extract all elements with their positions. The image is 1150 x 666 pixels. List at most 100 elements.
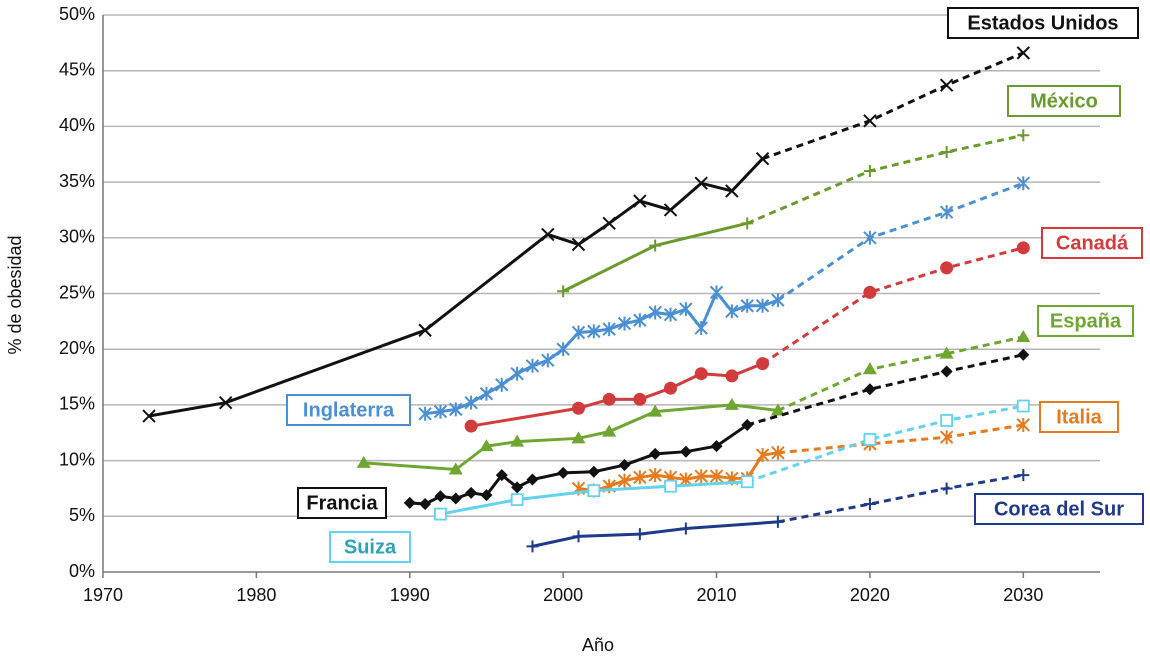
marker <box>556 342 570 357</box>
marker <box>479 386 494 401</box>
marker <box>510 434 525 447</box>
marker <box>940 365 953 378</box>
series-label: México <box>1030 90 1098 112</box>
y-tick-label: 25% <box>59 282 95 302</box>
marker <box>939 430 954 445</box>
marker <box>1017 129 1030 142</box>
marker <box>1016 46 1031 60</box>
marker <box>724 397 739 410</box>
line-projected <box>761 246 1024 365</box>
series-label-box <box>329 531 411 563</box>
marker <box>694 321 708 336</box>
marker <box>571 401 585 415</box>
marker <box>648 305 662 320</box>
y-tick-label: 20% <box>59 338 95 358</box>
marker <box>617 316 632 331</box>
marker <box>770 403 785 416</box>
marker <box>464 395 478 410</box>
marker <box>572 530 585 543</box>
marker <box>939 78 954 92</box>
marker <box>571 325 586 340</box>
marker <box>495 469 508 482</box>
marker <box>465 486 478 499</box>
series-label-box <box>974 493 1144 525</box>
marker <box>587 324 601 339</box>
marker <box>939 346 954 359</box>
marker <box>741 418 754 431</box>
marker <box>649 239 662 252</box>
marker <box>940 146 953 159</box>
marker <box>142 409 156 423</box>
marker <box>526 473 539 486</box>
marker <box>710 440 723 453</box>
line-projected <box>777 181 1024 302</box>
marker <box>664 381 678 395</box>
y-axis-title: % de obesidad <box>5 235 25 354</box>
marker <box>740 475 754 489</box>
marker <box>740 298 754 313</box>
marker <box>557 285 570 298</box>
marker <box>526 540 539 553</box>
marker <box>602 216 616 231</box>
marker <box>756 357 770 371</box>
marker <box>356 455 371 468</box>
marker <box>434 507 447 521</box>
marker <box>664 479 677 493</box>
marker <box>510 366 524 381</box>
series-label-box <box>1007 85 1121 117</box>
marker <box>863 498 876 511</box>
marker <box>418 406 432 421</box>
marker <box>663 307 678 322</box>
marker <box>863 230 877 245</box>
marker <box>1017 469 1030 482</box>
marker <box>741 217 754 230</box>
marker <box>587 465 600 478</box>
marker <box>633 470 647 485</box>
y-tick-label: 40% <box>59 115 95 135</box>
marker <box>863 114 877 128</box>
marker <box>541 227 555 242</box>
marker <box>725 369 739 383</box>
marker <box>525 358 540 373</box>
y-tick-label: 0% <box>69 561 95 581</box>
marker <box>863 383 876 396</box>
line-projected <box>777 473 1024 524</box>
marker <box>940 261 954 275</box>
x-tick-label: 2030 <box>1003 585 1043 605</box>
marker <box>587 484 601 498</box>
marker <box>940 414 954 427</box>
y-tick-label: 5% <box>69 505 95 525</box>
marker <box>617 473 632 488</box>
marker <box>480 489 493 502</box>
line-projected <box>746 133 1024 225</box>
marker <box>648 468 662 483</box>
marker <box>940 482 953 495</box>
marker <box>771 515 784 528</box>
series-label: Francia <box>306 492 378 514</box>
marker <box>648 404 663 417</box>
series-label: Italia <box>1056 406 1102 428</box>
marker <box>403 496 416 509</box>
marker <box>725 304 739 319</box>
line-projected <box>746 353 1024 427</box>
series-label-box <box>1039 401 1119 433</box>
marker <box>618 459 631 472</box>
marker <box>771 293 785 308</box>
line-observed <box>424 289 779 416</box>
line-observed <box>532 520 779 548</box>
marker <box>863 164 876 177</box>
marker <box>571 237 586 252</box>
x-tick-label: 2000 <box>543 585 583 605</box>
series-label: España <box>1050 310 1122 332</box>
line-projected <box>777 335 1024 412</box>
marker <box>602 424 617 437</box>
marker <box>434 490 447 503</box>
x-tick-label: 2020 <box>850 585 890 605</box>
marker <box>1016 241 1030 255</box>
marker <box>755 448 770 463</box>
marker <box>419 498 432 511</box>
marker <box>679 302 693 317</box>
y-tick-label: 50% <box>59 4 95 24</box>
marker <box>663 203 678 217</box>
